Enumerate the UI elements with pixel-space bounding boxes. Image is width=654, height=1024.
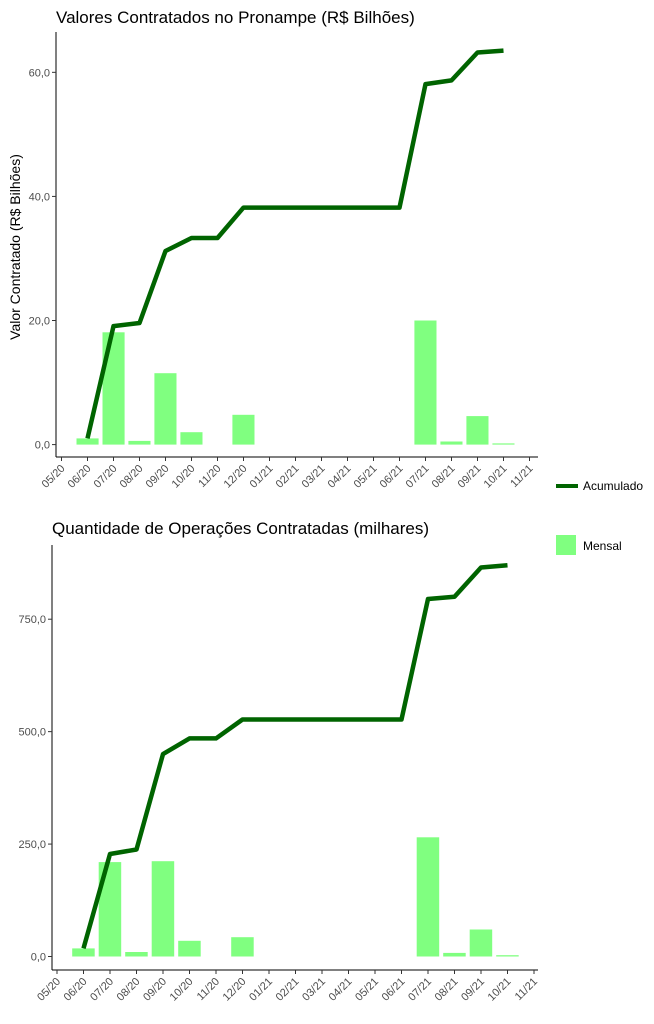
y-tick-label-quantidade: 500,0 [18,727,46,739]
x-tick-label-quantidade: 09/21 [459,976,487,1004]
x-tick-label-valores: 08/20 [118,463,146,491]
y-axis-label-valores: Valor Contratado (R$ Bilhões) [7,154,23,340]
x-tick-label-valores: 05/20 [40,463,68,491]
x-tick-label-valores: 10/21 [482,463,510,491]
x-tick-label-quantidade: 11/20 [195,976,222,1003]
x-tick-label-quantidade: 07/20 [88,976,116,1004]
line-series-quantidade-acumulado [81,562,508,950]
bar-quantidade-09-21 [469,929,493,957]
y-tick-label-valores: 20,0 [29,316,50,328]
x-tick-label-valores: 09/21 [456,463,484,491]
x-tick-label-valores: 11/21 [508,463,535,490]
bar-quantidade-10-20 [178,940,201,957]
line-series-valores-acumulado [85,48,504,439]
axes-quantidade: 0,0250,0500,0750,005/2006/2007/2008/2009… [18,545,540,1004]
bar-quantidade-12-20 [231,937,254,957]
x-tick-label-valores: 06/20 [66,463,94,491]
bar-valores-08-21 [440,441,463,445]
bar-quantidade-07-20 [98,862,122,957]
x-tick-label-quantidade: 08/21 [433,976,461,1004]
x-tick-label-quantidade: 10/20 [168,976,196,1004]
x-tick-label-quantidade: 09/20 [141,976,169,1004]
chart-panel-quantidade: Quantidade de Operações Contratadas (mil… [18,519,540,1004]
line-quantidade [81,562,508,950]
x-tick-label-quantidade: 12/20 [221,976,249,1004]
x-tick-label-valores: 05/21 [352,463,380,491]
x-tick-label-valores: 04/21 [326,463,354,491]
bar-valores-10-20 [180,432,203,445]
legend-label-acumulado: Acumulado [583,479,643,493]
x-tick-label-quantidade: 10/21 [486,976,514,1004]
x-tick-label-quantidade: 06/21 [380,976,408,1004]
bar-valores-07-20 [102,332,125,445]
x-tick-label-valores: 09/20 [144,463,172,491]
x-tick-label-valores: 10/20 [170,463,198,491]
x-tick-label-valores: 07/20 [92,463,120,491]
line-valores [85,48,504,439]
y-tick-label-quantidade: 0,0 [31,952,46,964]
bar-quantidade-09-20 [151,861,175,957]
x-tick-label-quantidade: 05/20 [35,976,63,1004]
y-tick-label-valores: 0,0 [35,440,50,452]
legend-swatch-mensal [556,535,576,555]
y-tick-label-quantidade: 750,0 [18,614,46,626]
chart-title-quantidade: Quantidade de Operações Contratadas (mil… [52,519,429,538]
bars-quantidade [72,837,519,957]
bar-valores-09-21 [466,416,489,445]
x-tick-label-quantidade: 11/21 [513,976,540,1003]
x-tick-label-quantidade: 04/21 [327,976,355,1004]
bar-valores-12-20 [232,414,255,445]
x-tick-label-valores: 02/21 [274,463,302,491]
x-tick-label-valores: 07/21 [404,463,432,491]
x-tick-label-quantidade: 05/21 [353,976,381,1004]
bar-valores-09-20 [154,373,177,445]
x-tick-label-quantidade: 07/21 [406,976,434,1004]
chart-panel-valores: Valores Contratados no Pronampe (R$ Bilh… [7,8,538,491]
legend: Acumulado Mensal [556,479,643,555]
bar-quantidade-08-21 [443,952,466,957]
x-tick-label-valores: 06/21 [378,463,406,491]
y-tick-label-valores: 40,0 [29,191,50,203]
chart-title-valores: Valores Contratados no Pronampe (R$ Bilh… [56,8,415,27]
x-tick-label-valores: 08/21 [430,463,458,491]
x-tick-label-quantidade: 06/20 [62,976,90,1004]
bar-valores-10-21 [492,443,515,445]
bar-valores-06-20 [76,438,99,445]
x-tick-label-valores: 01/21 [248,463,276,491]
x-tick-label-quantidade: 03/21 [300,976,328,1004]
y-tick-label-quantidade: 250,0 [18,839,46,851]
bar-valores-07-21 [414,320,437,445]
x-tick-label-valores: 11/20 [196,463,223,490]
x-tick-label-valores: 12/20 [222,463,250,491]
bar-quantidade-07-21 [416,837,440,957]
bar-valores-08-20 [128,440,151,445]
bars-valores [76,320,515,445]
x-tick-label-quantidade: 01/21 [247,976,275,1004]
x-tick-label-quantidade: 08/20 [115,976,143,1004]
bar-quantidade-10-21 [496,955,519,957]
x-tick-label-quantidade: 02/21 [274,976,302,1004]
legend-label-mensal: Mensal [583,539,622,553]
y-tick-label-valores: 60,0 [29,67,50,79]
bar-quantidade-06-20 [72,948,95,957]
x-tick-label-valores: 03/21 [300,463,328,491]
bar-quantidade-08-20 [125,952,148,957]
